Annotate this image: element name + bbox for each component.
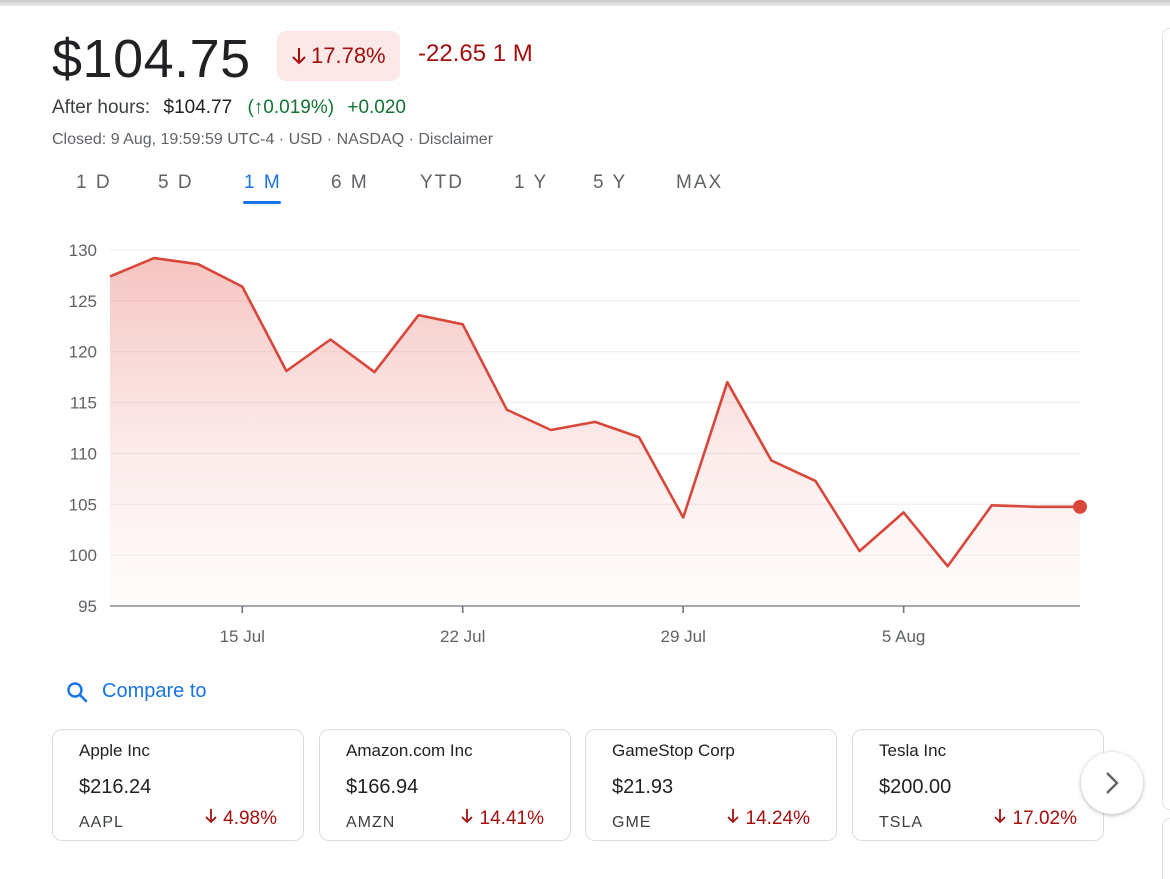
arrow-down-icon: [460, 808, 474, 824]
card-company-name: Apple Inc: [79, 741, 150, 761]
tab-5d[interactable]: 5 D: [158, 172, 194, 194]
card-change: 4.98%: [204, 808, 277, 830]
card-price: $216.24: [79, 776, 151, 799]
y-tick-label: 105: [69, 495, 97, 514]
arrow-down-icon: [204, 808, 218, 824]
tab-5y[interactable]: 5 Y: [593, 172, 627, 194]
y-tick-label: 95: [78, 597, 97, 616]
adjacent-panel-edge: [1162, 818, 1170, 879]
card-ticker: GME: [612, 814, 651, 832]
card-change: 17.02%: [993, 808, 1077, 830]
card-ticker: AAPL: [79, 814, 124, 832]
card-change: 14.24%: [726, 808, 810, 830]
card-change-percent: 14.41%: [480, 808, 544, 829]
card-price: $166.94: [346, 776, 418, 799]
card-change-percent: 17.02%: [1013, 808, 1077, 829]
top-bar: [0, 0, 1170, 6]
compare-card-amzn[interactable]: Amazon.com Inc $166.94 AMZN 14.41%: [319, 729, 571, 841]
change-absolute: -22.65 1 M: [418, 40, 533, 68]
y-tick-label: 115: [70, 394, 97, 413]
tab-6m[interactable]: 6 M: [331, 172, 369, 194]
arrow-down-icon: [726, 808, 740, 824]
compare-card-aapl[interactable]: Apple Inc $216.24 AAPL 4.98%: [52, 729, 304, 841]
change-percent: 17.78%: [311, 43, 386, 69]
change-percent-badge: 17.78%: [277, 31, 400, 81]
card-ticker: TSLA: [879, 814, 923, 832]
chevron-right-icon: [1102, 770, 1122, 796]
after-hours-change-percent: (↑0.019%): [247, 97, 334, 118]
price-chart[interactable]: 95 100 105 110 115 120 125 130 15 Jul 22 Jul 29 Ju…: [0, 228, 1110, 658]
y-tick-label: 125: [69, 292, 97, 311]
y-tick-label: 110: [70, 444, 97, 463]
compare-card-tsla[interactable]: Tesla Inc $200.00 TSLA 17.02%: [852, 729, 1104, 841]
tab-1m[interactable]: 1 M: [244, 172, 282, 194]
compare-to-button[interactable]: Compare to: [66, 680, 207, 703]
card-ticker: AMZN: [346, 814, 395, 832]
search-icon: [66, 681, 88, 703]
card-price: $200.00: [879, 776, 951, 799]
x-tick-label: 15 Jul: [220, 627, 265, 646]
tab-max[interactable]: MAX: [676, 172, 723, 194]
x-tick-label: 5 Aug: [882, 627, 926, 646]
card-company-name: Tesla Inc: [879, 741, 946, 761]
compare-card-gme[interactable]: GameStop Corp $21.93 GME 14.24%: [585, 729, 837, 841]
tab-ytd[interactable]: YTD: [420, 172, 464, 194]
x-tick-label: 29 Jul: [660, 627, 705, 646]
card-change-percent: 14.24%: [746, 808, 810, 829]
y-tick-label: 100: [69, 546, 97, 565]
after-hours-label: After hours:: [52, 97, 150, 118]
adjacent-panel-edge: [1162, 28, 1170, 810]
after-hours-price: $104.77: [164, 97, 233, 118]
tab-1y[interactable]: 1 Y: [514, 172, 548, 194]
next-cards-button[interactable]: [1081, 752, 1143, 814]
card-price: $21.93: [612, 776, 673, 799]
card-company-name: GameStop Corp: [612, 741, 735, 761]
after-hours-line: After hours: $104.77 (↑0.019%) +0.020: [52, 97, 406, 119]
current-price-marker: [1073, 500, 1087, 514]
y-tick-label: 130: [69, 241, 97, 260]
tab-1d[interactable]: 1 D: [76, 172, 112, 194]
stock-price: $104.75: [52, 28, 251, 90]
market-status-line: Closed: 9 Aug, 19:59:59 UTC-4 · USD · NA…: [52, 131, 493, 149]
arrow-down-icon: [993, 808, 1007, 824]
card-change: 14.41%: [460, 808, 544, 830]
card-company-name: Amazon.com Inc: [346, 741, 473, 761]
arrow-down-icon: [291, 47, 307, 65]
y-tick-label: 120: [69, 343, 97, 362]
x-tick-label: 22 Jul: [440, 627, 485, 646]
compare-to-label: Compare to: [102, 680, 207, 703]
card-change-percent: 4.98%: [223, 808, 277, 829]
after-hours-change-abs: +0.020: [347, 97, 406, 118]
